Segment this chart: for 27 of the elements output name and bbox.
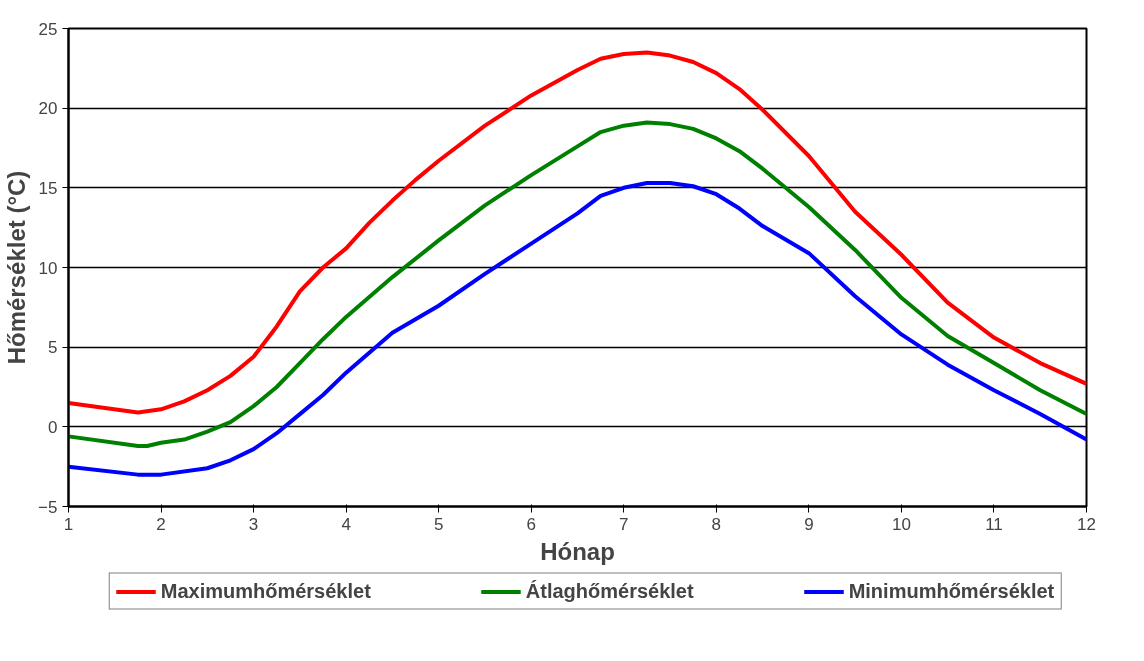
y-tick-label: 20 — [38, 99, 58, 119]
x-tick-label: 10 — [891, 514, 911, 534]
line-series — [68, 50, 1087, 415]
x-tick-label: 8 — [711, 514, 722, 534]
y-tick-label: 10 — [38, 258, 58, 278]
x-tick-label: 9 — [804, 514, 814, 534]
x-tick-label: 3 — [248, 514, 259, 534]
x-tick-label: 12 — [1077, 514, 1096, 534]
legend-label: Minimumhőmérséklet — [848, 579, 1055, 603]
legend-label: Átlaghőmérséklet — [525, 579, 694, 603]
y-tick-label: 5 — [48, 338, 58, 358]
y-axis-title: Hőmérséklet (°C) — [3, 170, 31, 365]
x-axis-title: Hónap — [540, 537, 615, 565]
y-tick-label: 15 — [38, 178, 58, 198]
x-tick-label: 4 — [341, 514, 351, 534]
x-tick-label: 1 — [63, 514, 74, 534]
x-tick-label: 11 — [985, 514, 1003, 534]
x-tick-label: 6 — [526, 514, 536, 534]
legend-label: Maximumhőmérséklet — [160, 579, 371, 603]
x-tick-label: 5 — [433, 514, 444, 534]
x-tick-label: 7 — [619, 514, 629, 534]
line-series — [68, 120, 1087, 448]
y-tick-label: 0 — [48, 417, 58, 437]
y-tick-label: 25 — [38, 19, 58, 39]
line-series — [68, 181, 1087, 477]
x-tick-label: 2 — [156, 514, 166, 534]
y-tick-label: −5 — [38, 497, 58, 517]
